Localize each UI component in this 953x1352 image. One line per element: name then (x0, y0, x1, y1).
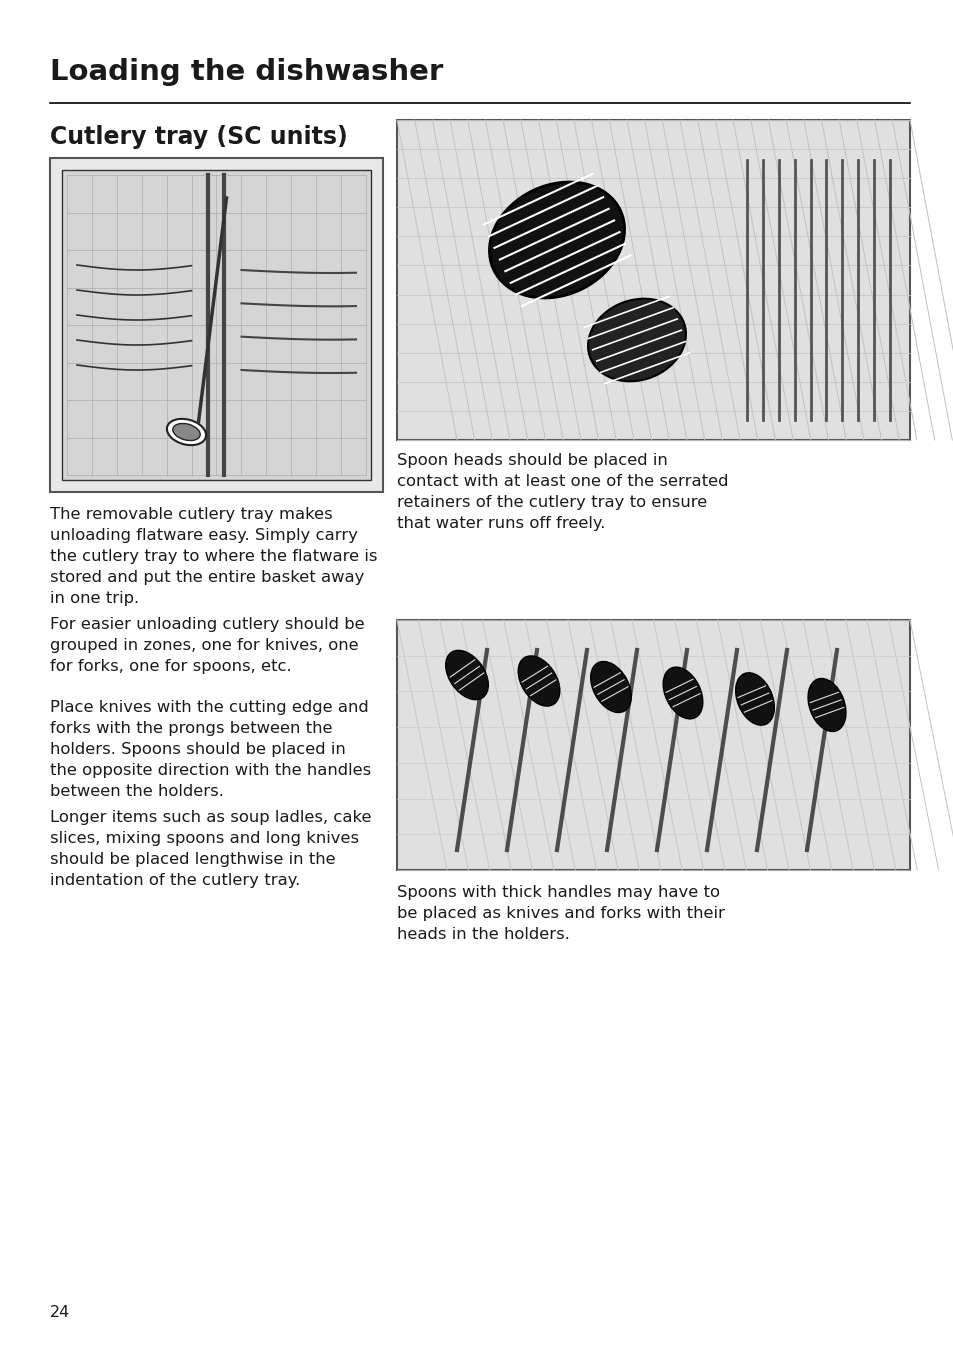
Ellipse shape (489, 183, 624, 297)
Ellipse shape (172, 423, 200, 441)
Ellipse shape (517, 656, 559, 706)
Bar (50, 158, 382, 492)
Text: For easier unloading cutlery should be
grouped in zones, one for knives, one
for: For easier unloading cutlery should be g… (50, 617, 364, 675)
Bar (396, 621, 909, 869)
Text: Loading the dishwasher: Loading the dishwasher (50, 58, 443, 87)
Text: Spoons with thick handles may have to
be placed as knives and forks with their
h: Spoons with thick handles may have to be… (396, 886, 724, 942)
Text: 24: 24 (50, 1305, 71, 1320)
Text: Longer items such as soup ladles, cake
slices, mixing spoons and long knives
sho: Longer items such as soup ladles, cake s… (50, 810, 371, 888)
Ellipse shape (445, 650, 488, 700)
Ellipse shape (662, 667, 702, 719)
Text: Cutlery tray (SC units): Cutlery tray (SC units) (50, 124, 348, 149)
Ellipse shape (590, 661, 631, 713)
Bar (396, 120, 909, 439)
Ellipse shape (807, 679, 845, 731)
Text: Spoon heads should be placed in
contact with at least one of the serrated
retain: Spoon heads should be placed in contact … (396, 453, 728, 531)
Ellipse shape (167, 419, 206, 445)
Text: The removable cutlery tray makes
unloading flatware easy. Simply carry
the cutle: The removable cutlery tray makes unloadi… (50, 507, 377, 606)
Bar (62, 170, 371, 480)
Text: Place knives with the cutting edge and
forks with the prongs between the
holders: Place knives with the cutting edge and f… (50, 700, 371, 799)
Ellipse shape (735, 673, 774, 725)
Ellipse shape (587, 299, 685, 381)
